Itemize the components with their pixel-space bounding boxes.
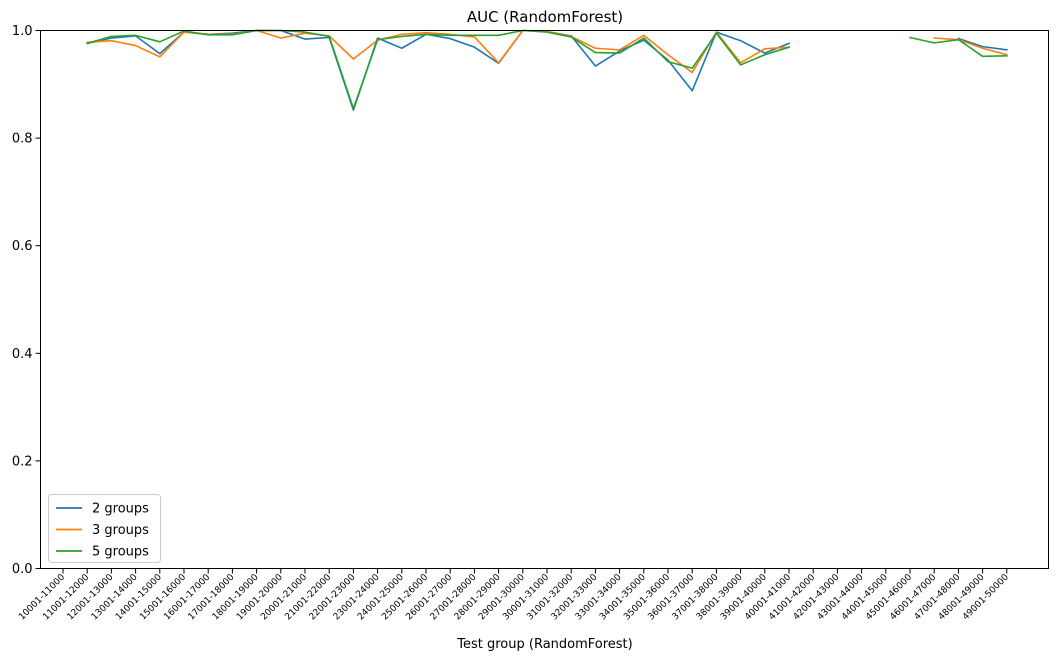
x-axis-label: Test group (RandomForest) [456, 637, 632, 652]
series-layer [86, 29, 1008, 111]
y-tick-label: 0.6 [12, 239, 33, 254]
legend: 2 groups 3 groups 5 groups [48, 494, 161, 563]
y-tick-label: 0.0 [12, 562, 33, 577]
legend-box [48, 494, 161, 563]
series-line-3 [86, 29, 1008, 110]
chart-title: AUC (RandomForest) [467, 8, 623, 26]
y-tick-label: 0.8 [12, 132, 33, 147]
y-tick-label: 1.0 [12, 24, 33, 39]
legend-label-3: 5 groups [92, 545, 149, 560]
y-axis: 0.0 0.2 0.4 0.6 0.8 1.0 [12, 24, 41, 577]
legend-label-1: 2 groups [92, 502, 149, 517]
y-tick-label: 0.2 [12, 454, 33, 469]
y-tick-label: 0.4 [12, 347, 33, 362]
legend-label-2: 3 groups [92, 523, 149, 538]
plot-frame [40, 30, 1049, 569]
